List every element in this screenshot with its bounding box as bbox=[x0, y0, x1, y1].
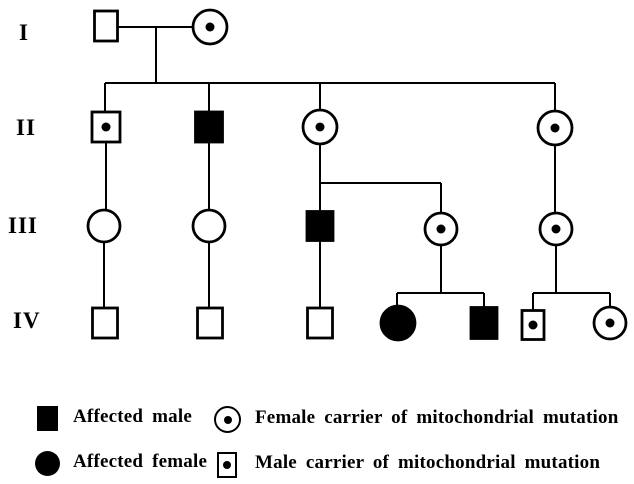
individual-III-2-unaffected-female bbox=[191, 208, 227, 244]
individual-IV-3-unaffected-male bbox=[306, 306, 334, 340]
individual-IV-6-carrier-male bbox=[520, 309, 546, 341]
male-square-shape bbox=[93, 9, 119, 43]
individual-II-3-carrier-female bbox=[301, 108, 339, 146]
pedigree-diagram bbox=[86, 8, 628, 342]
individual-III-4-carrier-female bbox=[423, 211, 459, 247]
affected-male-symbol bbox=[37, 406, 58, 431]
female-carrier-symbol bbox=[214, 406, 241, 433]
individual-IV-1-unaffected-male bbox=[91, 306, 119, 340]
male-square-shape bbox=[91, 306, 119, 340]
carrier-dot-icon bbox=[605, 318, 615, 328]
male-square-shape bbox=[196, 306, 224, 340]
individual-II-2-affected-male bbox=[194, 110, 224, 144]
legend-label-female-carrier: Female carrier of mitochondrial mutation bbox=[255, 407, 619, 428]
female-circle-shape bbox=[379, 304, 417, 342]
male-square-shape bbox=[194, 110, 224, 144]
female-circle-shape bbox=[191, 208, 227, 244]
female-circle-shape bbox=[86, 208, 122, 244]
carrier-dot-icon bbox=[315, 122, 325, 132]
carrier-dot-icon bbox=[101, 122, 111, 132]
individual-I-1-unaffected-male bbox=[93, 9, 119, 43]
individual-IV-4-affected-female bbox=[379, 304, 417, 342]
generation-label-1: I bbox=[19, 20, 29, 45]
individual-II-4-carrier-female bbox=[536, 109, 574, 147]
carrier-dot-icon bbox=[223, 461, 231, 469]
carrier-dot-icon bbox=[223, 415, 232, 424]
legend-label-affected-female: Affected female bbox=[73, 451, 208, 472]
carrier-dot-icon bbox=[550, 123, 560, 133]
individual-III-5-carrier-female bbox=[538, 211, 574, 247]
individual-IV-7-carrier-female bbox=[592, 305, 628, 341]
male-square-shape bbox=[306, 306, 334, 340]
individual-III-1-unaffected-female bbox=[86, 208, 122, 244]
legend-label-affected-male: Affected male bbox=[73, 406, 192, 427]
generation-label-2: II bbox=[16, 115, 36, 140]
carrier-dot-icon bbox=[528, 320, 538, 330]
individual-IV-2-unaffected-male bbox=[196, 306, 224, 340]
carrier-dot-icon bbox=[436, 224, 446, 234]
male-square-shape bbox=[305, 210, 335, 242]
individual-III-3-affected-male bbox=[305, 210, 335, 242]
male-square-shape bbox=[469, 306, 499, 340]
male-carrier-symbol bbox=[217, 452, 237, 478]
individual-I-2-carrier-female bbox=[191, 8, 229, 46]
legend-label-male-carrier: Male carrier of mitochondrial mutation bbox=[255, 452, 601, 473]
generation-label-4: IV bbox=[13, 308, 41, 333]
affected-female-symbol bbox=[35, 451, 60, 476]
carrier-dot-icon bbox=[551, 224, 561, 234]
individual-IV-5-affected-male bbox=[469, 306, 499, 340]
carrier-dot-icon bbox=[205, 22, 215, 32]
generation-label-3: III bbox=[8, 213, 38, 238]
individual-II-1-carrier-male bbox=[90, 110, 122, 144]
